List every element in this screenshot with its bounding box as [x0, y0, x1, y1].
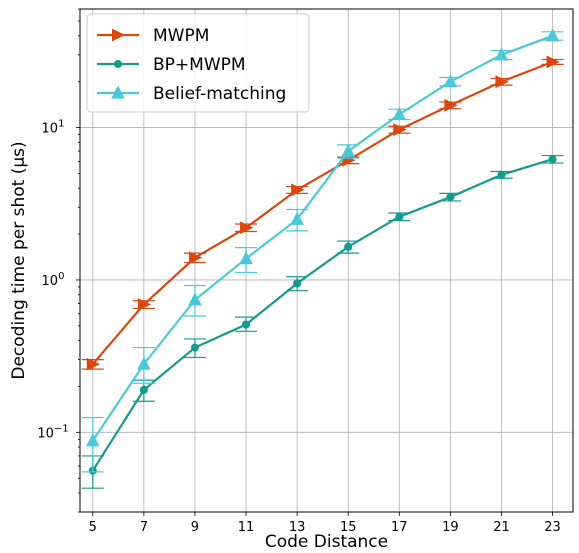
data-point	[291, 183, 305, 197]
data-point	[137, 356, 151, 370]
data-point	[395, 212, 404, 221]
series-bp-mwpm	[81, 154, 564, 489]
data-point	[341, 143, 356, 157]
x-tick-label: 5	[89, 520, 97, 535]
plot-frame	[79, 8, 574, 513]
data-point	[497, 170, 506, 179]
y-axis-label: Decoding time per shot (μs)	[9, 141, 29, 379]
data-point	[290, 211, 304, 225]
legend-box	[86, 13, 310, 113]
data-point	[111, 85, 125, 99]
data-point	[188, 251, 203, 265]
series-belief-matching	[81, 28, 564, 473]
y-tick-label: 101	[42, 119, 65, 137]
data-point	[393, 123, 407, 136]
data-point	[494, 47, 509, 61]
legend-item: MWPM	[97, 26, 209, 46]
x-tick-label: 19	[442, 520, 459, 535]
x-tick-label: 7	[140, 520, 148, 535]
data-point	[139, 385, 148, 394]
data-point	[190, 343, 199, 352]
data-point	[444, 98, 458, 112]
x-tick-label: 9	[191, 520, 199, 535]
x-tick-label: 15	[340, 520, 357, 535]
x-axis-label: Code Distance	[265, 532, 388, 552]
data-point	[137, 298, 152, 311]
data-point	[344, 242, 353, 251]
data-point	[446, 192, 455, 202]
data-point	[86, 357, 100, 371]
data-point	[443, 74, 458, 88]
data-point	[188, 292, 202, 306]
legend-label: Belief-matching	[153, 84, 286, 104]
legend-label: MWPM	[153, 26, 209, 46]
data-point	[85, 433, 100, 447]
series-line	[91, 158, 553, 472]
y-tick-label: 10−1	[37, 423, 68, 441]
x-tick-label: 23	[544, 520, 561, 535]
data-point	[112, 28, 126, 42]
legend-item: BP+MWPM	[97, 55, 246, 75]
legend-label: BP+MWPM	[153, 55, 246, 75]
data-point	[342, 153, 356, 167]
data-point	[546, 55, 560, 69]
data-point	[241, 320, 251, 329]
data-point	[548, 155, 557, 164]
x-tick-label: 13	[289, 520, 306, 535]
data-point	[392, 106, 407, 121]
data-point	[495, 75, 509, 89]
plot-series	[81, 28, 564, 489]
x-tick-label: 11	[238, 520, 255, 535]
data-point	[113, 59, 123, 69]
legend-item: Belief-matching	[97, 84, 286, 104]
x-tick-label: 21	[493, 520, 510, 535]
series-line	[91, 60, 553, 365]
data-point	[239, 251, 253, 265]
data-point	[293, 279, 302, 288]
y-tick-label: 100	[42, 271, 65, 289]
series-line	[91, 34, 553, 442]
axis-ticks: 5 7 9 11 13 15 17 19 21 23 10−1 100 101	[37, 8, 561, 535]
series-mwpm	[81, 55, 564, 371]
data-point	[545, 28, 560, 42]
legend: MWPM BP+MWPM Belief-matching	[86, 13, 310, 113]
x-tick-label: 17	[391, 520, 408, 535]
data-point	[240, 221, 254, 235]
